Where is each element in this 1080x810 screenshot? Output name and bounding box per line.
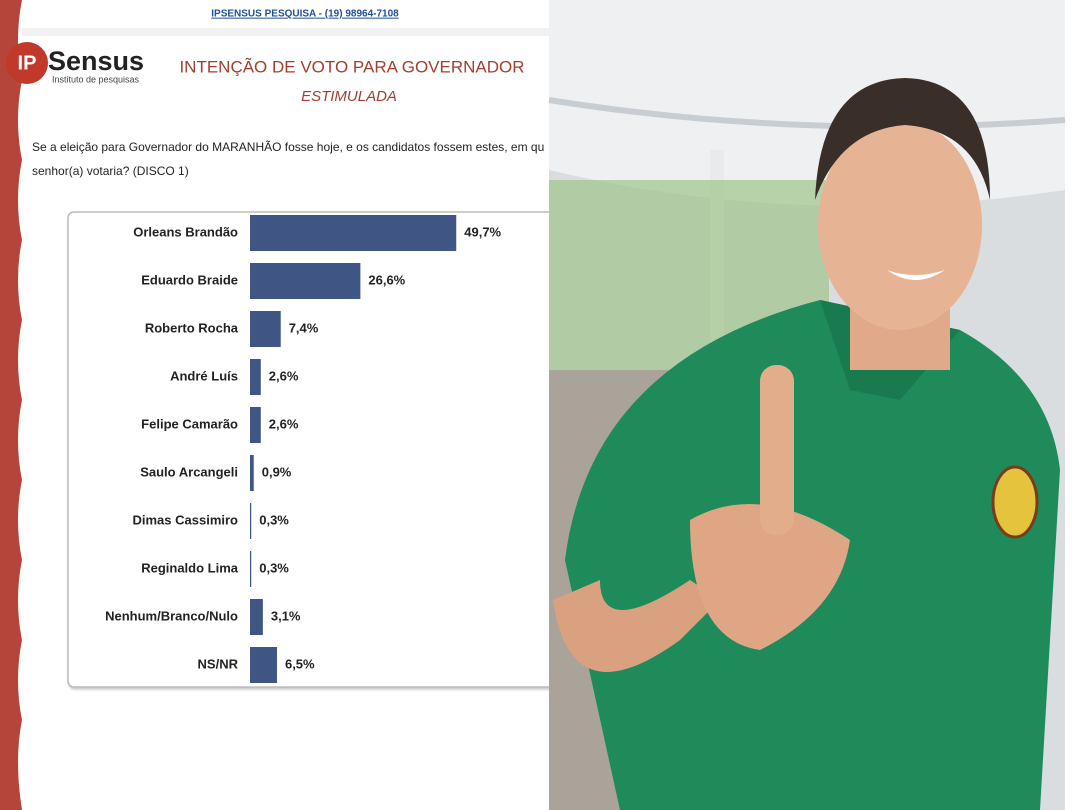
bar bbox=[250, 263, 361, 299]
subtitle: ESTIMULADA bbox=[301, 88, 397, 105]
title: INTENÇÃO DE VOTO PARA GOVERNADOR bbox=[179, 57, 524, 76]
question-line: Se a eleição para Governador do MARANHÃO… bbox=[32, 140, 544, 154]
bar bbox=[250, 599, 263, 635]
value-label: 3,1% bbox=[271, 608, 301, 623]
category-label: Reginaldo Lima bbox=[141, 560, 239, 575]
category-label: Orleans Brandão bbox=[133, 224, 238, 239]
bar bbox=[250, 215, 457, 251]
chart: Orleans Brandão 49,7% Eduardo Braide 26,6% R… bbox=[105, 215, 502, 683]
category-label: Saulo Arcangeli bbox=[140, 464, 238, 479]
bar bbox=[250, 311, 281, 347]
value-label: 0,3% bbox=[259, 560, 289, 575]
border bbox=[0, 0, 22, 810]
link[interactable]: IPSENSUS PESQUISA - (19) 98964-7108 bbox=[211, 9, 399, 20]
value-label: 26,6% bbox=[368, 272, 405, 287]
category-label: Felipe Camarão bbox=[141, 416, 238, 431]
value-label: 2,6% bbox=[269, 368, 299, 383]
value-label: 49,7% bbox=[464, 224, 501, 239]
bar bbox=[250, 455, 254, 491]
category-label: NS/NR bbox=[198, 656, 239, 671]
bar bbox=[250, 359, 261, 395]
value-label: 7,4% bbox=[289, 320, 319, 335]
bar bbox=[250, 503, 252, 539]
value-label: 0,3% bbox=[259, 512, 289, 527]
category-label: André Luís bbox=[170, 368, 238, 383]
logo-mark: IP bbox=[18, 52, 37, 74]
bar bbox=[250, 647, 277, 683]
photo bbox=[548, 0, 1080, 810]
category-label: Eduardo Braide bbox=[141, 272, 238, 287]
logo-tagline: Instituto de pesquisas bbox=[52, 74, 140, 84]
category-label: Roberto Rocha bbox=[145, 320, 239, 335]
question-line: senhor(a) votaria? (DISCO 1) bbox=[32, 164, 189, 178]
category-label: Nenhum/Branco/Nulo bbox=[105, 608, 238, 623]
logo-name: Sensus bbox=[48, 46, 144, 76]
bar bbox=[250, 407, 261, 443]
value-label: 6,5% bbox=[285, 656, 315, 671]
bar bbox=[250, 551, 252, 587]
rule bbox=[22, 28, 549, 36]
value-label: 0,9% bbox=[262, 464, 292, 479]
category-label: Dimas Cassimiro bbox=[133, 512, 239, 527]
logo-circle bbox=[6, 42, 48, 84]
value-label: 2,6% bbox=[269, 416, 299, 431]
